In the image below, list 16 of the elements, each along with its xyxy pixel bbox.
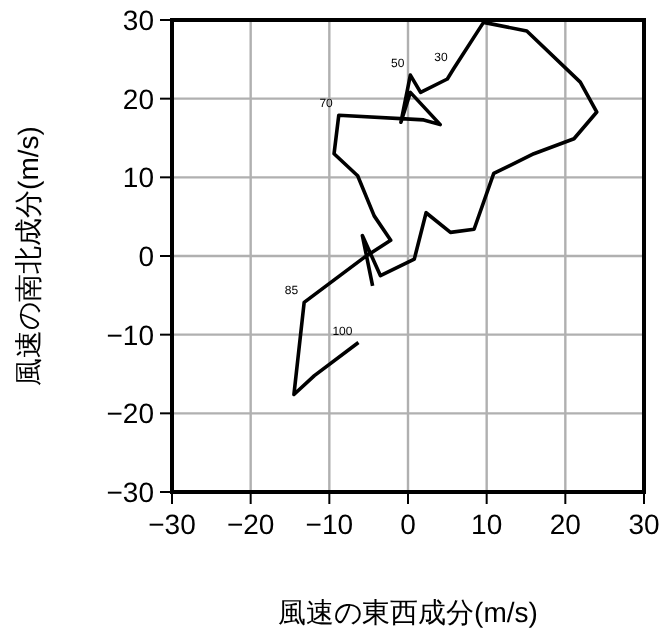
y-tick-label: −30 [106, 476, 155, 508]
y-tick-label: 0 [138, 240, 155, 272]
y-tick-label: −10 [106, 318, 155, 351]
x-tick-label: −20 [226, 508, 275, 540]
y-tick-label: −20 [106, 397, 155, 430]
y-axis-title: 風速の南北成分(m/s) [12, 126, 44, 386]
x-tick-label: 20 [549, 508, 582, 540]
y-tick-label: 20 [122, 82, 155, 115]
x-tick-label: 0 [400, 508, 417, 540]
x-tick-label: 30 [628, 508, 660, 540]
x-tick-label: −10 [305, 508, 354, 540]
x-tick-label: −30 [148, 508, 197, 540]
x-axis-title: 風速の東西成分(m/s) [278, 596, 538, 628]
x-tick-label: 10 [471, 508, 503, 540]
y-tick-label: 30 [122, 4, 155, 36]
y-tick-label: 10 [122, 161, 155, 194]
